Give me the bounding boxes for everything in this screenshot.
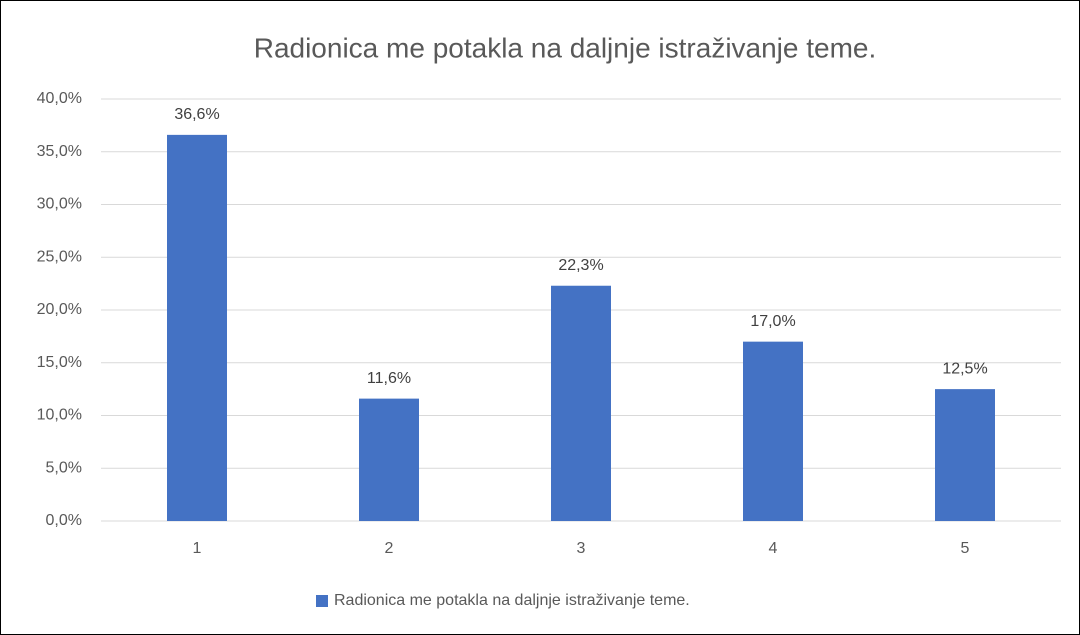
y-tick-label: 5,0%	[46, 459, 82, 476]
bar	[743, 341, 803, 521]
data-label: 12,5%	[942, 360, 987, 377]
data-label: 11,6%	[367, 370, 411, 387]
x-tick-label: 1	[193, 540, 202, 557]
y-tick-label: 40,0%	[37, 90, 82, 107]
data-label: 22,3%	[558, 257, 603, 274]
data-label: 17,0%	[750, 313, 795, 330]
chart-title: Radionica me potakla na daljnje istraživ…	[254, 32, 877, 63]
x-tick-label: 3	[577, 540, 586, 557]
legend-label: Radionica me potakla na daljnje istraživ…	[334, 592, 690, 609]
x-tick-label: 5	[961, 540, 970, 557]
x-tick-label: 4	[769, 540, 778, 557]
bar	[935, 389, 995, 521]
bar	[359, 398, 419, 521]
x-tick-label: 2	[385, 540, 394, 557]
data-label: 36,6%	[174, 106, 219, 123]
y-tick-label: 20,0%	[37, 301, 82, 318]
bar	[551, 285, 611, 521]
y-tick-label: 25,0%	[37, 248, 82, 265]
y-tick-label: 10,0%	[37, 407, 82, 424]
y-tick-label: 30,0%	[37, 196, 82, 213]
y-tick-label: 35,0%	[37, 143, 82, 160]
legend-swatch	[316, 595, 328, 607]
bar	[167, 134, 227, 521]
y-tick-label: 15,0%	[37, 354, 82, 371]
y-tick-label: 0,0%	[46, 512, 82, 529]
